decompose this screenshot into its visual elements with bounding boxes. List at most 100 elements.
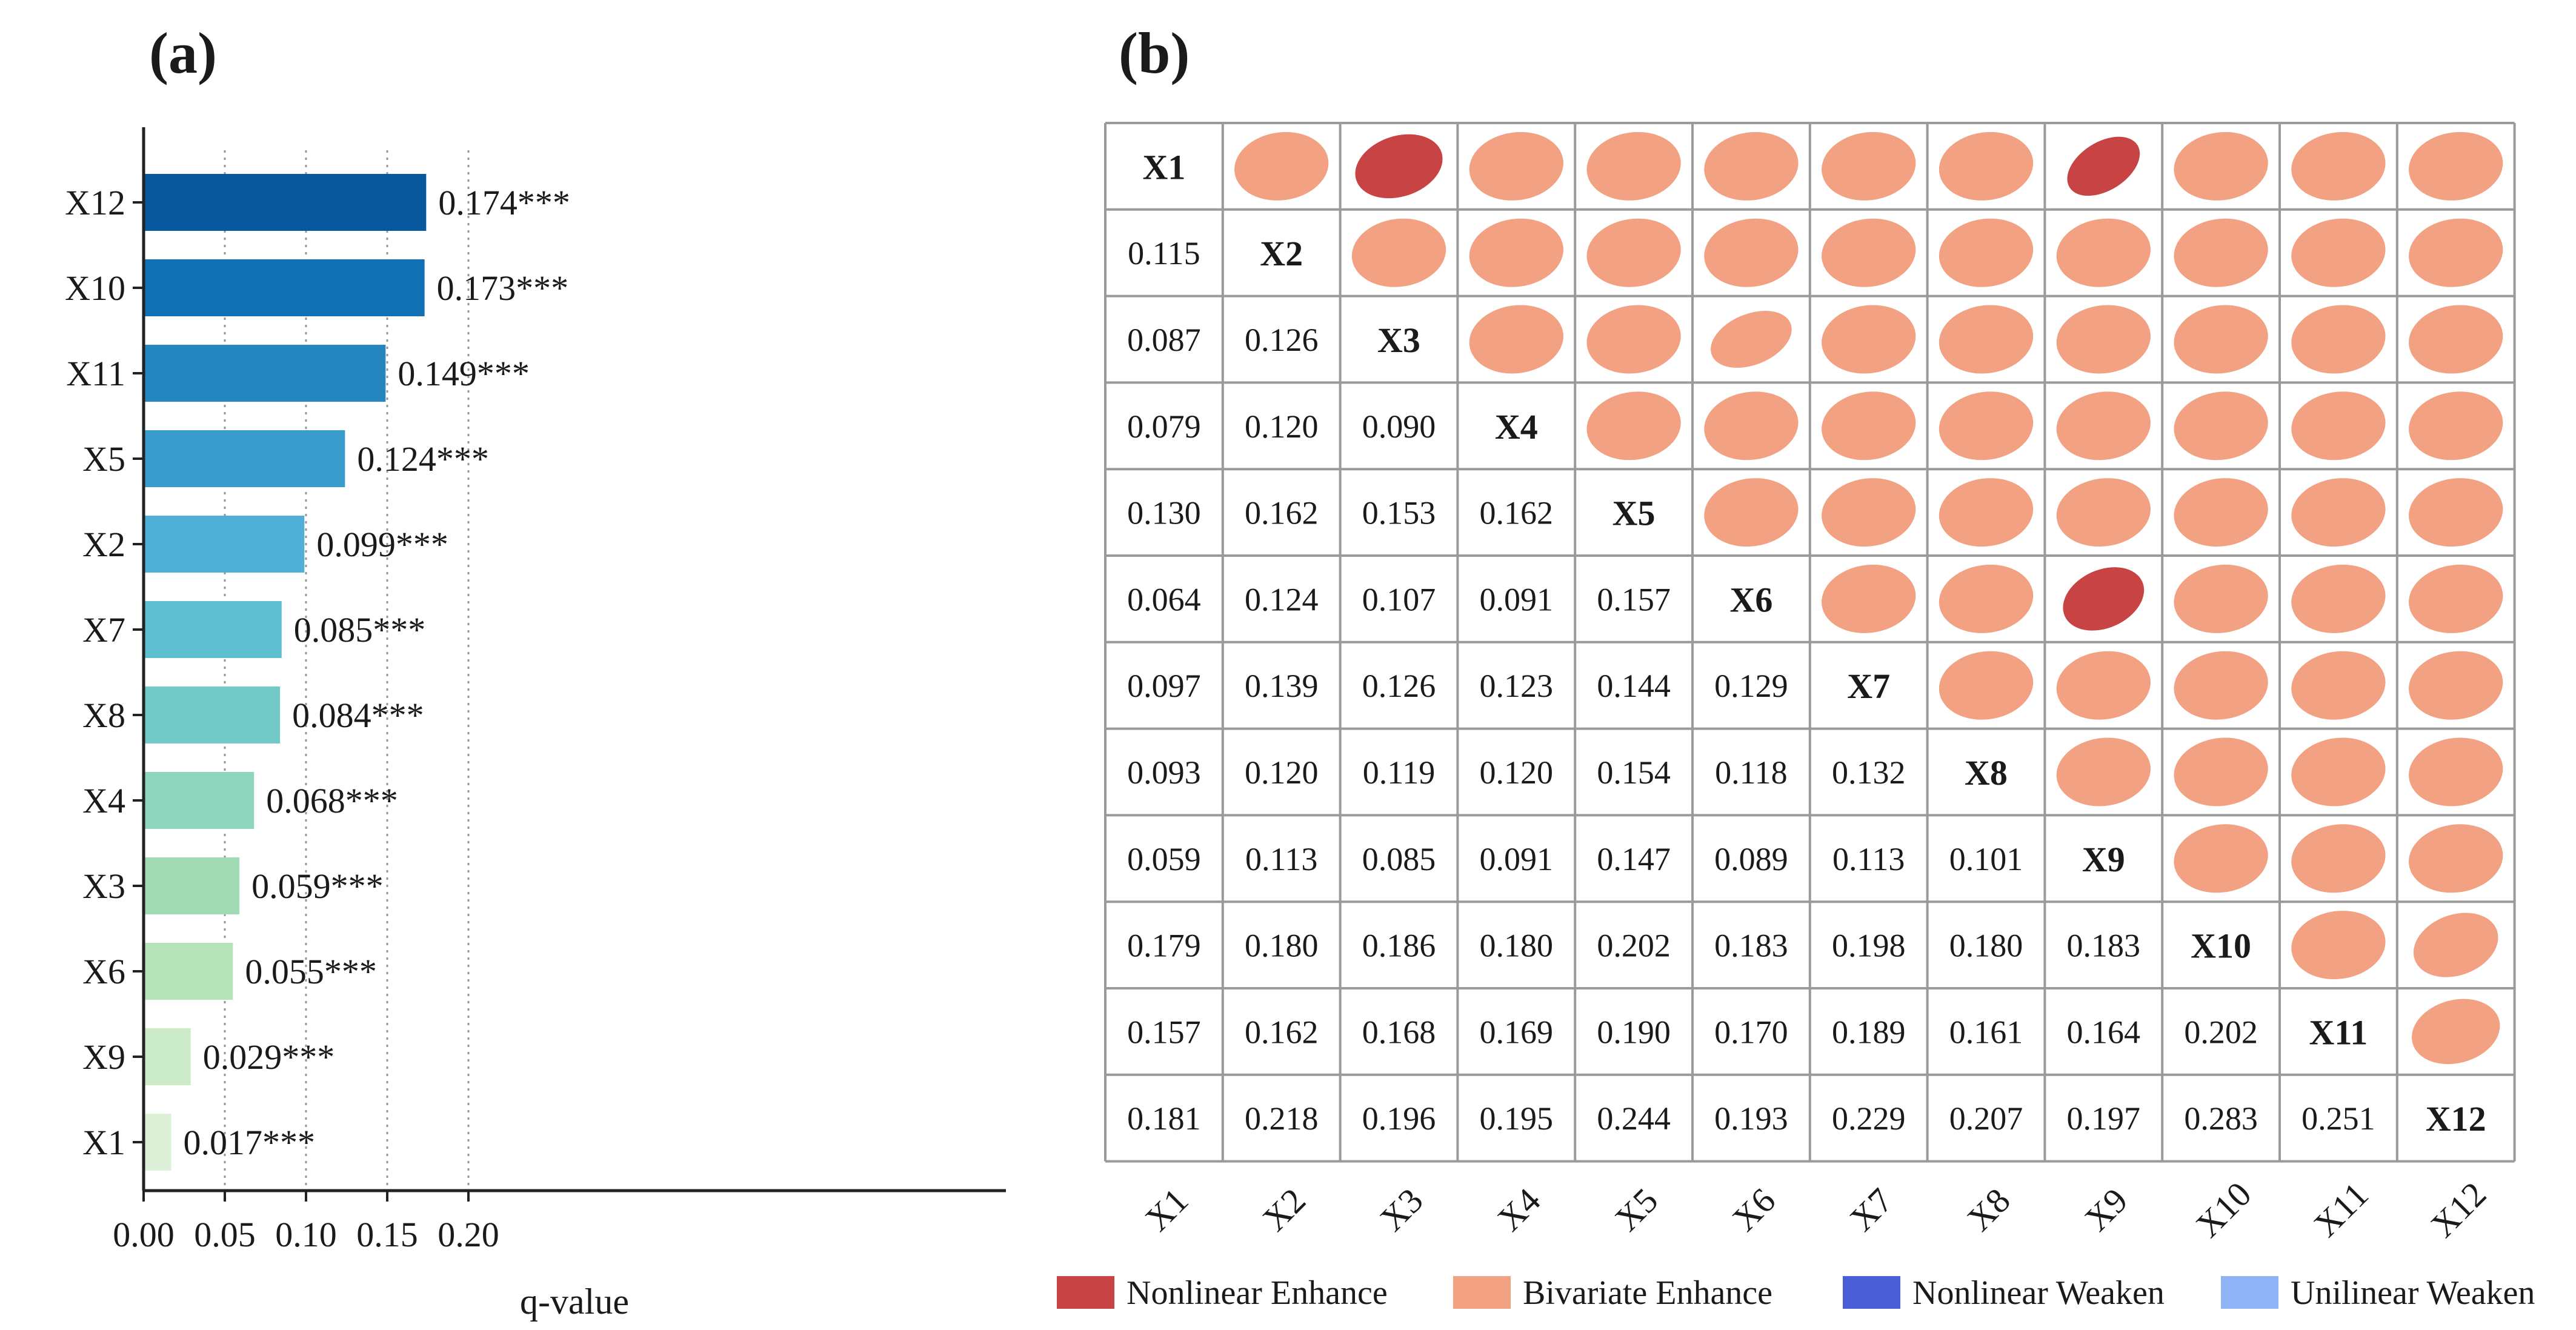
interaction-q-value: 0.196 bbox=[1362, 1100, 1436, 1137]
y-tick-label: X9 bbox=[82, 1037, 125, 1077]
diagonal-variable-label: X2 bbox=[1260, 234, 1303, 273]
bivariate-enhance-ellipse bbox=[1704, 218, 1799, 287]
x-axis-title: q-value bbox=[520, 1282, 629, 1322]
interaction-q-value: 0.064 bbox=[1127, 581, 1201, 617]
bar-value-label: 0.099*** bbox=[316, 525, 448, 564]
bar-category-labels: X12 X10 X11 X5 X2 X7 X8 X4 X3 X6 X9 X1 bbox=[65, 183, 144, 1162]
legend: Nonlinear Enhance Bivariate Enhance Nonlin… bbox=[1057, 1274, 2535, 1312]
bivariate-enhance-ellipse bbox=[2409, 478, 2503, 547]
bar bbox=[144, 772, 255, 829]
interaction-q-value: 0.123 bbox=[1480, 668, 1554, 704]
bivariate-enhance-ellipse bbox=[2411, 999, 2500, 1065]
interaction-q-value: 0.157 bbox=[1127, 1014, 1201, 1050]
legend-label: Bivariate Enhance bbox=[1523, 1274, 1772, 1312]
bar-value-label: 0.149*** bbox=[398, 354, 530, 393]
matrix-column-label: X10 bbox=[2188, 1174, 2259, 1245]
interaction-q-value: 0.144 bbox=[1597, 668, 1671, 704]
interaction-q-value: 0.181 bbox=[1127, 1100, 1201, 1137]
bar-grid bbox=[224, 150, 470, 1191]
bivariate-enhance-ellipse bbox=[1822, 478, 1916, 547]
bivariate-enhance-ellipse bbox=[2291, 478, 2386, 547]
x-tick-label: 0.10 bbox=[275, 1215, 337, 1254]
bivariate-enhance-ellipse bbox=[2174, 305, 2268, 374]
bivariate-enhance-ellipse bbox=[1822, 564, 1916, 633]
bar-value-label: 0.174*** bbox=[438, 183, 570, 222]
y-tick-label: X5 bbox=[82, 439, 125, 479]
interaction-q-value: 0.107 bbox=[1362, 581, 1436, 617]
bar bbox=[144, 1028, 191, 1085]
interaction-q-value: 0.139 bbox=[1245, 668, 1319, 704]
y-tick-label: X6 bbox=[82, 952, 125, 991]
interaction-q-value: 0.124 bbox=[1245, 581, 1319, 617]
bivariate-enhance-ellipse bbox=[1939, 218, 2034, 287]
panel-b-label: (b) bbox=[1119, 21, 1190, 85]
bar bbox=[144, 601, 282, 658]
bivariate-enhance-ellipse bbox=[1939, 305, 2034, 374]
y-tick-label: X12 bbox=[65, 183, 125, 222]
interaction-matrix: X1 0.115 X2 0.087 0.126 X3 0.079 0.120 0.090 X4 0.… bbox=[1104, 122, 2516, 1245]
bivariate-enhance-ellipse bbox=[2174, 131, 2268, 201]
matrix-cells: X1 0.115 X2 0.087 0.126 X3 0.079 0.120 0.090 X4 0.… bbox=[1127, 131, 2503, 1139]
bivariate-enhance-ellipse bbox=[1939, 391, 2034, 461]
interaction-q-value: 0.202 bbox=[2184, 1014, 2258, 1050]
bivariate-enhance-ellipse bbox=[2409, 824, 2503, 893]
interaction-q-value: 0.193 bbox=[1714, 1100, 1788, 1137]
interaction-q-value: 0.229 bbox=[1832, 1100, 1906, 1137]
interaction-q-value: 0.197 bbox=[2067, 1100, 2141, 1137]
x-tick-label: 0.05 bbox=[194, 1215, 256, 1254]
y-tick-label: X4 bbox=[82, 781, 125, 820]
bivariate-enhance-ellipse bbox=[1586, 391, 1681, 461]
interaction-q-value: 0.115 bbox=[1128, 235, 1200, 271]
bar bbox=[144, 687, 281, 743]
bar bbox=[144, 174, 427, 231]
bivariate-enhance-ellipse bbox=[2174, 478, 2268, 547]
bivariate-enhance-ellipse bbox=[1939, 131, 2034, 201]
bar-value-label: 0.059*** bbox=[251, 866, 384, 906]
legend-label: Nonlinear Enhance bbox=[1127, 1274, 1388, 1312]
interaction-q-value: 0.168 bbox=[1362, 1014, 1436, 1050]
bar bbox=[144, 430, 345, 487]
interaction-q-value: 0.179 bbox=[1127, 928, 1201, 964]
interaction-q-value: 0.162 bbox=[1245, 1014, 1319, 1050]
bivariate-enhance-ellipse bbox=[2291, 911, 2386, 980]
bivariate-enhance-ellipse bbox=[2056, 218, 2151, 287]
bar-value-label: 0.068*** bbox=[266, 781, 398, 820]
interaction-q-value: 0.183 bbox=[2067, 928, 2141, 964]
bivariate-enhance-ellipse bbox=[1939, 478, 2034, 547]
legend-label: Nonlinear Weaken bbox=[1912, 1274, 2165, 1312]
interaction-q-value: 0.132 bbox=[1832, 754, 1906, 791]
bar-value-label: 0.055*** bbox=[245, 952, 377, 991]
bivariate-enhance-ellipse bbox=[2409, 564, 2503, 633]
bivariate-enhance-ellipse bbox=[2409, 131, 2503, 201]
interaction-q-value: 0.059 bbox=[1127, 841, 1201, 877]
diagonal-variable-label: X7 bbox=[1847, 667, 1890, 706]
bivariate-enhance-ellipse bbox=[1469, 218, 1563, 287]
matrix-column-label: X3 bbox=[1373, 1180, 1431, 1239]
interaction-q-value: 0.129 bbox=[1714, 668, 1788, 704]
matrix-column-label: X11 bbox=[2306, 1175, 2376, 1245]
matrix-column-labels: X1 X2 X3 X4 X5 X6 X7 X8 X9 X10 X11 X12 bbox=[1137, 1174, 2494, 1245]
diagonal-variable-label: X8 bbox=[1965, 753, 2008, 793]
bar bbox=[144, 345, 386, 402]
interaction-q-value: 0.169 bbox=[1480, 1014, 1554, 1050]
diagonal-variable-label: X3 bbox=[1377, 321, 1420, 360]
bivariate-enhance-ellipse bbox=[1586, 218, 1681, 287]
diagonal-variable-label: X11 bbox=[2309, 1012, 2368, 1052]
bivariate-enhance-ellipse bbox=[2174, 651, 2268, 720]
bivariate-enhance-ellipse bbox=[2291, 391, 2386, 461]
bivariate-enhance-ellipse bbox=[1711, 311, 1792, 368]
bivariate-enhance-ellipse bbox=[2174, 218, 2268, 287]
bivariate-enhance-ellipse bbox=[1704, 131, 1799, 201]
bivariate-enhance-ellipse bbox=[2174, 824, 2268, 893]
bivariate-enhance-ellipse bbox=[1469, 305, 1563, 374]
interaction-q-value: 0.190 bbox=[1597, 1014, 1671, 1050]
bivariate-enhance-ellipse bbox=[2413, 913, 2498, 977]
interaction-q-value: 0.198 bbox=[1832, 928, 1906, 964]
bar bbox=[144, 516, 305, 573]
interaction-q-value: 0.162 bbox=[1245, 495, 1319, 531]
bivariate-enhance-ellipse bbox=[1939, 651, 2034, 720]
interaction-q-value: 0.207 bbox=[1949, 1100, 2023, 1137]
bivariate-enhance-ellipse bbox=[2056, 651, 2151, 720]
bivariate-enhance-ellipse bbox=[2291, 131, 2386, 201]
bivariate-enhance-ellipse bbox=[2291, 737, 2386, 806]
